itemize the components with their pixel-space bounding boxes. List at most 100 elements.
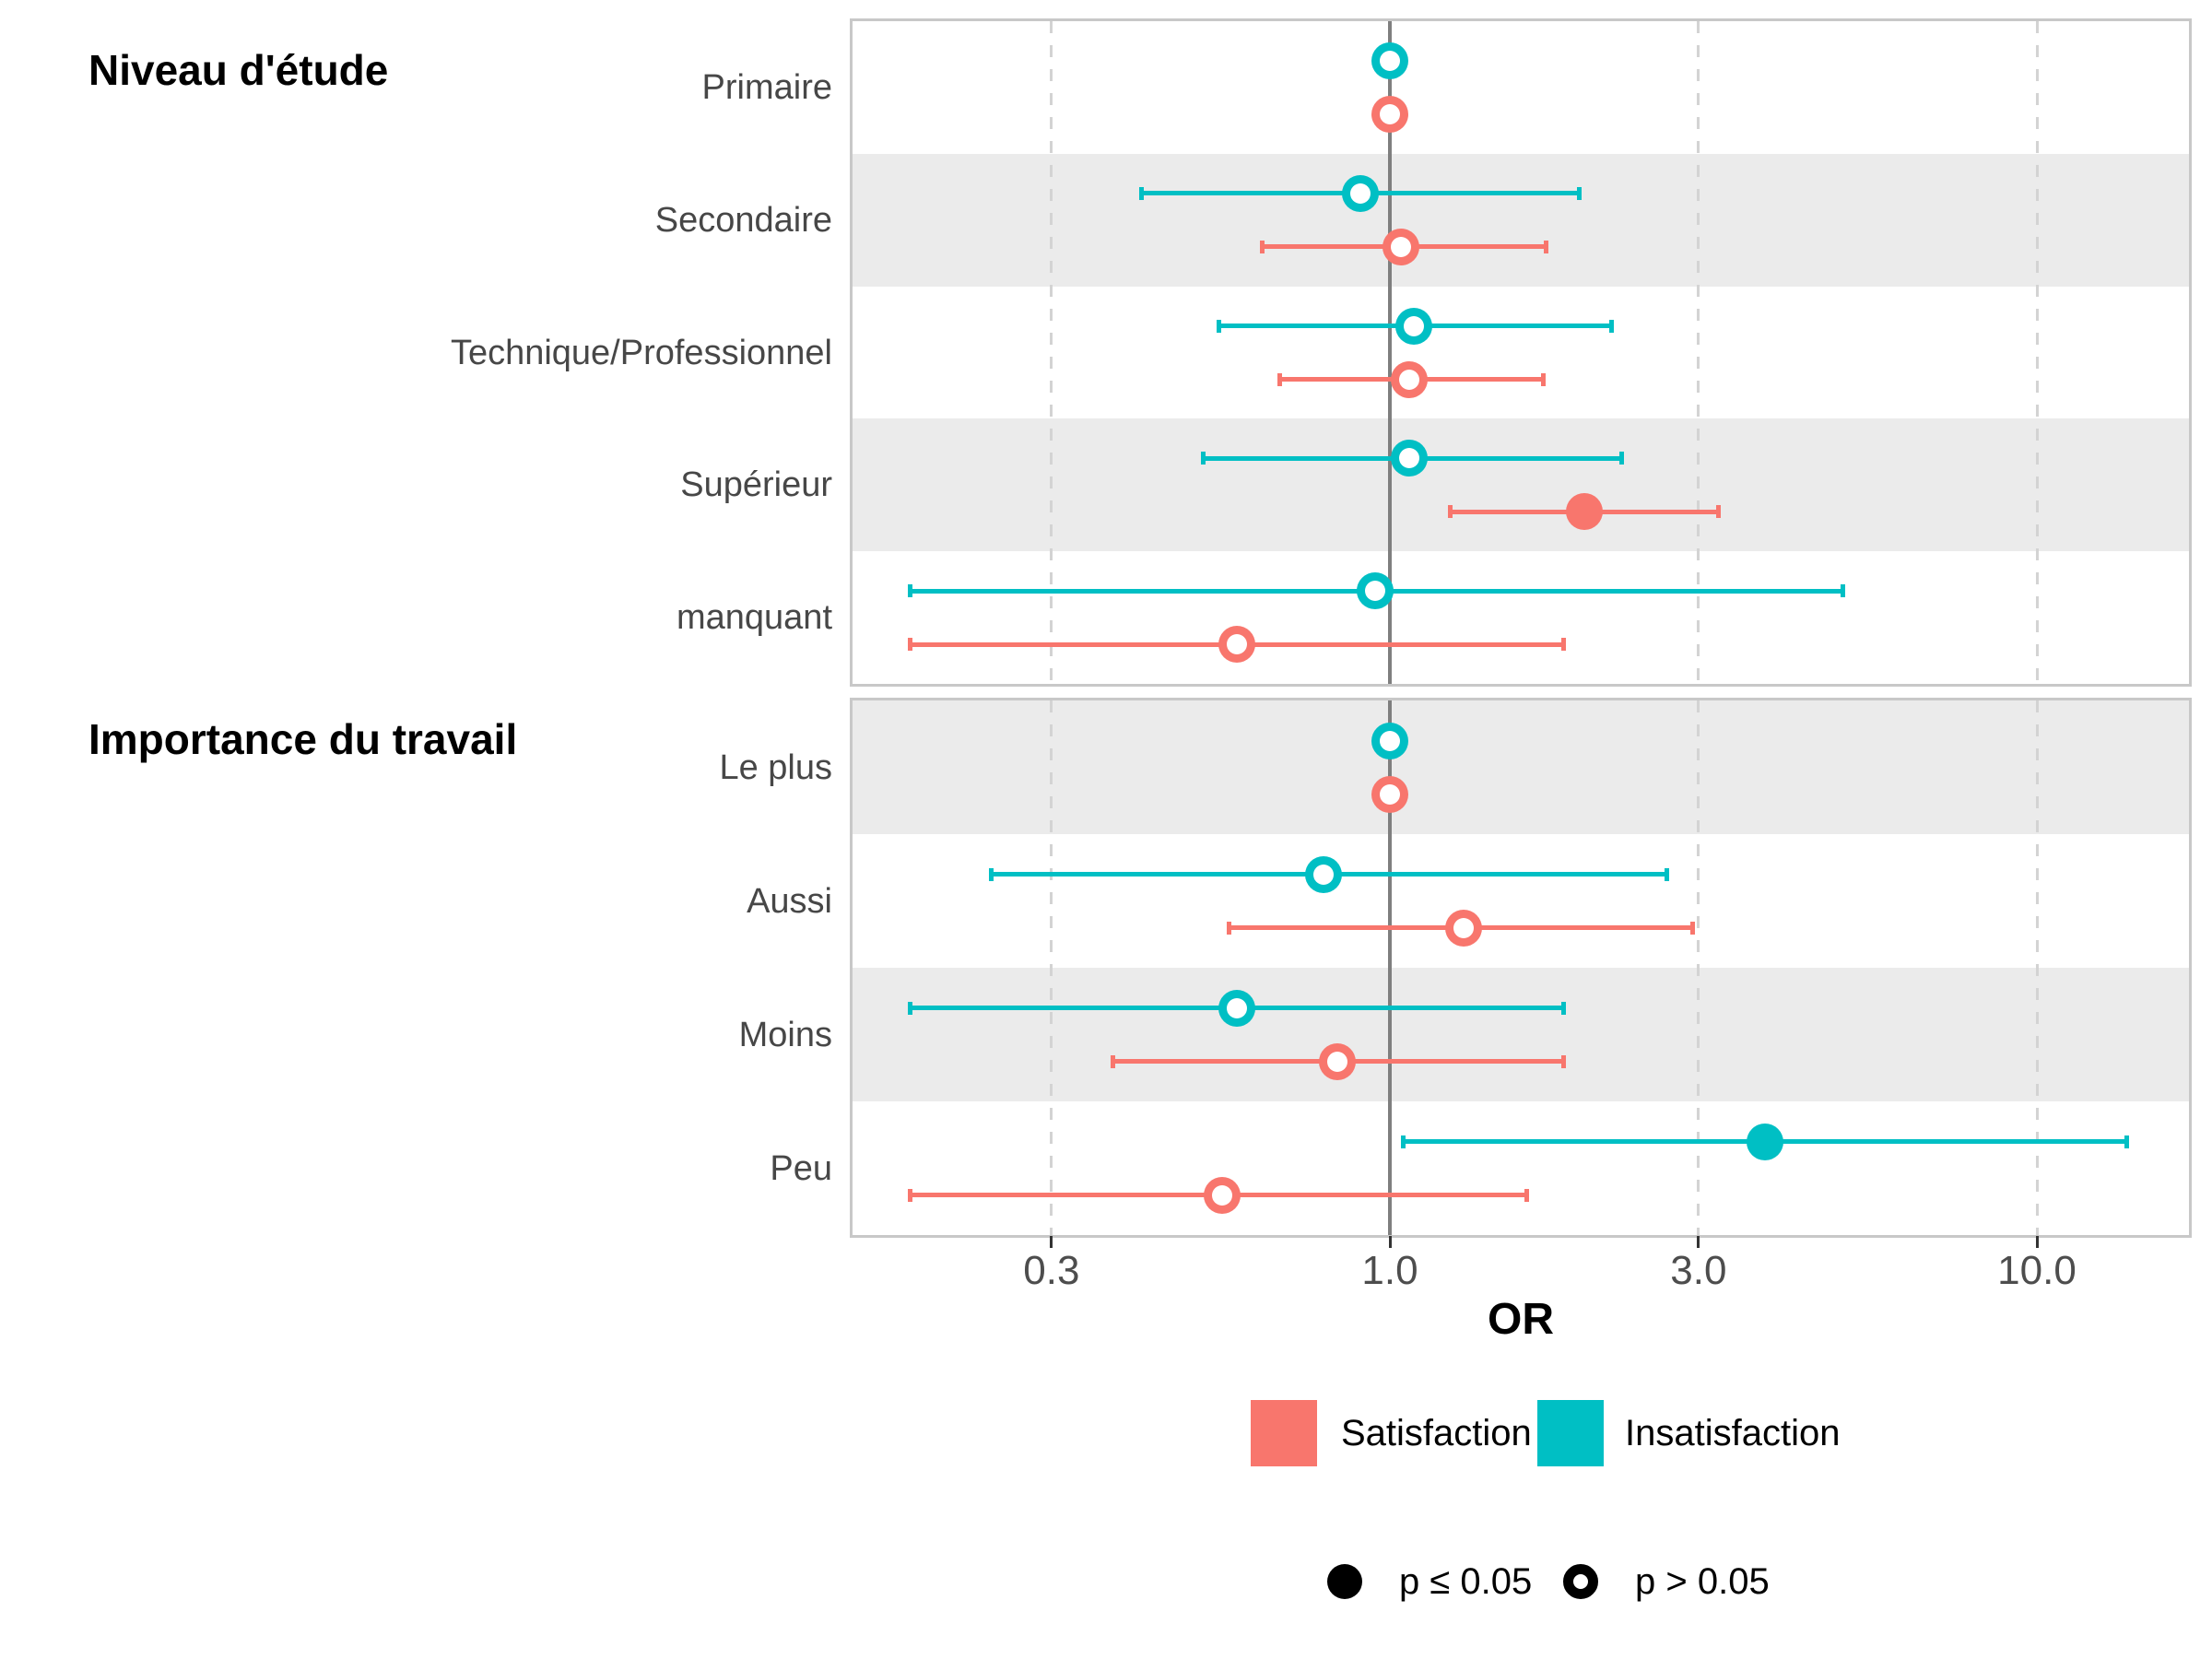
panel-importance-du-travail bbox=[850, 698, 2192, 1238]
reference-line-or-1 bbox=[1388, 21, 1392, 684]
stripe-band bbox=[853, 700, 2189, 834]
ci-cap-low bbox=[908, 1001, 913, 1015]
ci-cap-low bbox=[908, 1188, 913, 1202]
open-point-hole bbox=[1365, 581, 1386, 602]
ci-cap-low bbox=[1401, 1135, 1406, 1148]
ci-cap-low bbox=[1200, 452, 1206, 465]
ci-cap-high bbox=[1524, 1188, 1529, 1202]
category-label: Supérieur bbox=[680, 465, 832, 505]
ci-cap-high bbox=[1618, 452, 1624, 465]
or-point bbox=[1203, 1176, 1241, 1214]
ci-cap-high bbox=[1560, 1054, 1566, 1068]
stripe-band bbox=[853, 968, 2189, 1101]
or-point bbox=[1390, 360, 1428, 398]
category-label: Aussi bbox=[747, 881, 832, 921]
x-tick-label: 3.0 bbox=[1670, 1248, 1727, 1293]
ci-cap-low bbox=[1227, 921, 1232, 935]
open-point-hole bbox=[1398, 369, 1419, 390]
stripe-band bbox=[853, 287, 2189, 419]
category-label: Secondaire bbox=[654, 200, 832, 240]
or-point bbox=[1445, 909, 1482, 947]
ci-cap-low bbox=[908, 638, 913, 652]
x-tick-label: 10.0 bbox=[1997, 1248, 2077, 1293]
x-tick-label: 0.3 bbox=[1023, 1248, 1080, 1293]
panel-niveau-detude bbox=[850, 18, 2192, 687]
or-point bbox=[1305, 855, 1343, 893]
gridline-10 bbox=[2035, 700, 2039, 1235]
or-point bbox=[1390, 440, 1428, 477]
stripe-band bbox=[853, 551, 2189, 684]
or-point bbox=[1357, 572, 1394, 610]
x-tick-mark bbox=[2035, 1236, 2039, 1248]
ci-cap-high bbox=[1689, 921, 1695, 935]
ci-cap-high bbox=[1716, 505, 1722, 519]
ci-cap-low bbox=[1139, 186, 1145, 200]
ci-cap-high bbox=[1544, 240, 1549, 253]
open-point-hole bbox=[1380, 783, 1400, 805]
stripe-band bbox=[853, 418, 2189, 552]
satisfaction-legend-label: Satisfaction bbox=[1341, 1413, 1532, 1453]
open-point-hole bbox=[1453, 917, 1474, 938]
facet-title-niveau-detude: Niveau d'étude bbox=[88, 46, 389, 94]
open-point-hole bbox=[1380, 50, 1400, 71]
ci-cap-high bbox=[1609, 319, 1615, 333]
open-point-icon bbox=[1563, 1564, 1598, 1599]
open-point-hole bbox=[1380, 103, 1400, 124]
category-label: Technique/Professionnel bbox=[450, 333, 832, 372]
ci-cap-low bbox=[1110, 1054, 1115, 1068]
p-significant-label: p ≤ 0.05 bbox=[1399, 1561, 1533, 1602]
or-point bbox=[1395, 307, 1433, 345]
ci-cap-low bbox=[1448, 505, 1453, 519]
ci-cap-high bbox=[1840, 584, 1845, 598]
open-point-hole bbox=[1211, 1184, 1232, 1206]
ci-cap-high bbox=[1577, 186, 1583, 200]
stripe-band bbox=[853, 153, 2189, 287]
category-label: Moins bbox=[738, 1015, 832, 1054]
ci-cap-high bbox=[1560, 638, 1566, 652]
open-point-hole bbox=[1391, 236, 1411, 257]
p-not-significant-label: p > 0.05 bbox=[1635, 1561, 1770, 1602]
ci-cap-low bbox=[1260, 240, 1265, 253]
ci-cap-low bbox=[988, 867, 994, 881]
open-point-hole bbox=[1327, 1051, 1348, 1072]
open-point-hole bbox=[1349, 182, 1371, 204]
or-point bbox=[1218, 989, 1255, 1027]
ci-cap-low bbox=[908, 584, 913, 598]
open-point-hole bbox=[1380, 730, 1400, 751]
stripe-band bbox=[853, 1101, 2189, 1235]
or-point bbox=[1382, 228, 1419, 265]
or-point bbox=[1341, 174, 1379, 212]
facet-title-importance-du-travail: Importance du travail bbox=[88, 715, 518, 763]
stripe-band bbox=[853, 21, 2189, 154]
or-point bbox=[1371, 95, 1408, 133]
x-tick-mark bbox=[1697, 1236, 1700, 1248]
gridline-3 bbox=[1697, 21, 1700, 684]
or-point bbox=[1371, 722, 1408, 759]
open-point-hole bbox=[1404, 315, 1425, 336]
gridline-0.3 bbox=[1050, 21, 1053, 684]
x-tick-label: 1.0 bbox=[1361, 1248, 1418, 1293]
ci-cap-high bbox=[1664, 867, 1669, 881]
or-point bbox=[1371, 775, 1408, 813]
or-point bbox=[1218, 626, 1255, 664]
category-label: Le plus bbox=[719, 747, 832, 787]
ci-cap-high bbox=[1540, 372, 1546, 386]
open-point-hole bbox=[1398, 448, 1419, 469]
x-axis-title: OR bbox=[1488, 1295, 1554, 1344]
open-point-hole bbox=[1313, 864, 1335, 885]
or-point bbox=[1747, 1123, 1783, 1160]
ci-cap-high bbox=[2124, 1135, 2130, 1148]
satisfaction-swatch bbox=[1251, 1400, 1317, 1466]
stripe-band bbox=[853, 834, 2189, 968]
or-point bbox=[1371, 41, 1408, 79]
ci-cap-low bbox=[1277, 372, 1282, 386]
insatisfaction-swatch bbox=[1537, 1400, 1604, 1466]
category-label: Primaire bbox=[701, 67, 832, 107]
gridline-0.3 bbox=[1050, 700, 1053, 1235]
or-point bbox=[1566, 493, 1604, 531]
open-point-hole bbox=[1226, 997, 1247, 1018]
x-tick-mark bbox=[1050, 1236, 1053, 1248]
or-point bbox=[1319, 1042, 1357, 1080]
ci-cap-high bbox=[1560, 1001, 1566, 1015]
